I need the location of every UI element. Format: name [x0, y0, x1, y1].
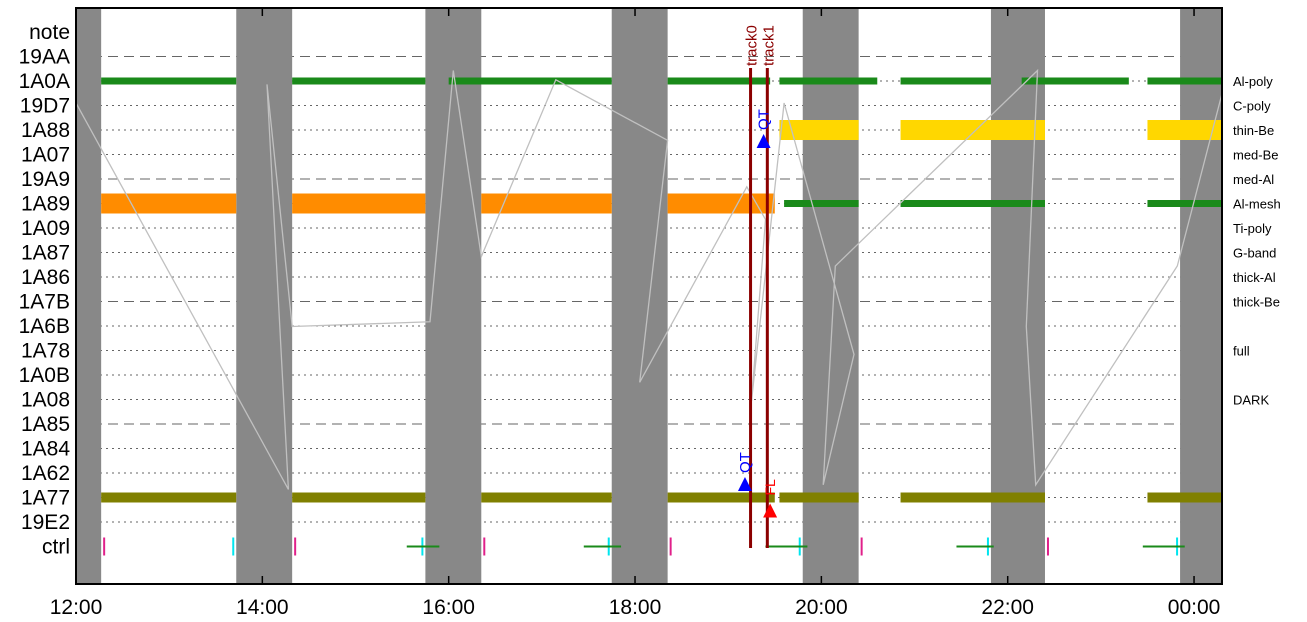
filter-label-ti-poly: Ti-poly: [1233, 221, 1272, 236]
qt-label: QT: [737, 452, 754, 473]
row-label-1a7b: 1A7B: [19, 291, 70, 314]
segment-yellow: [779, 120, 859, 140]
filter-label-thick-al: thick-Al: [1233, 270, 1276, 285]
row-label-note: note: [29, 21, 70, 44]
row-label-1a08: 1A08: [21, 389, 70, 412]
row-label-1a85: 1A85: [21, 413, 70, 436]
ramp-polyline: [75, 68, 1223, 490]
gap-bands: [76, 8, 1222, 584]
row-label-1a6b: 1A6B: [19, 315, 70, 338]
x-tick-label: 14:00: [236, 596, 289, 619]
filter-label-med-be: med-Be: [1233, 148, 1279, 163]
filter-label-med-al: med-Al: [1233, 172, 1274, 187]
segment-olive: [481, 492, 612, 503]
x-tick-label: 18:00: [609, 596, 662, 619]
x-tick-label: 12:00: [50, 596, 103, 619]
x-axis: 12:00 14:00 16:00 18:00 20:00 22:00 00:00: [50, 8, 1221, 619]
segment-orange: [292, 193, 426, 214]
track-label-track0: track0: [744, 25, 761, 66]
track-label-track1: track1: [760, 25, 777, 66]
row-label-1a88: 1A88: [21, 119, 70, 142]
ctrl-marks: [103, 537, 1185, 556]
row-label-1a07: 1A07: [21, 144, 70, 167]
segment-green: [900, 200, 1045, 207]
segment-orange: [667, 193, 775, 214]
annotations: QT QT FL: [737, 109, 778, 518]
segment-green: [1147, 77, 1222, 85]
x-tick-label: 16:00: [422, 596, 475, 619]
row-label-19d7: 19D7: [20, 95, 70, 118]
segment-green: [667, 77, 771, 85]
row-labels-left: note19AA1A0A19D71A881A0719A91A891A091A87…: [19, 21, 71, 559]
row-label-1a09: 1A09: [21, 217, 70, 240]
row-label-1a86: 1A86: [21, 266, 70, 289]
x-tick-label: 22:00: [981, 596, 1034, 619]
x-tick-label: 00:00: [1168, 596, 1221, 619]
gap-band: [1180, 8, 1222, 584]
row-label-1a87: 1A87: [21, 242, 70, 265]
row-label-1a78: 1A78: [21, 340, 70, 363]
flare-label: FL: [762, 479, 778, 496]
gap-band: [76, 8, 102, 584]
row-label-1a77: 1A77: [21, 487, 70, 510]
segment-olive: [292, 492, 426, 503]
segment-olive: [101, 492, 237, 503]
filter-label-thick-be: thick-Be: [1233, 295, 1280, 310]
plot-frame: [75, 7, 1223, 585]
segment-yellow: [1147, 120, 1222, 140]
row-label-ctrl: ctrl: [42, 536, 70, 559]
filter-label-g-band: G-band: [1233, 246, 1276, 261]
segment-green: [101, 77, 237, 85]
segment-orange: [481, 193, 612, 214]
row-label-1a89: 1A89: [21, 193, 70, 216]
segment-green: [779, 77, 878, 85]
filter-label-thin-be: thin-Be: [1233, 123, 1274, 138]
filter-label-al-mesh: Al-mesh: [1233, 197, 1281, 212]
ramp-line: [75, 68, 1223, 490]
segment-green: [1147, 200, 1222, 207]
qt-triangle: [756, 134, 771, 148]
filter-label-full: full: [1233, 344, 1250, 359]
row-label-1a0a: 1A0A: [19, 70, 70, 93]
segment-green: [900, 77, 991, 85]
row-label-1a62: 1A62: [21, 462, 70, 485]
qt-triangle: [737, 477, 752, 491]
qt-label: QT: [756, 109, 773, 130]
x-tick-label: 20:00: [795, 596, 848, 619]
row-label-19aa: 19AA: [19, 46, 70, 69]
filter-label-dark: DARK: [1233, 393, 1269, 408]
segment-olive: [667, 492, 775, 503]
filter-segments: [101, 77, 1222, 503]
filter-label-c-poly: C-poly: [1233, 99, 1271, 114]
segment-olive: [779, 492, 859, 503]
segment-orange: [101, 193, 237, 214]
segment-green: [448, 77, 612, 85]
gap-band: [425, 8, 482, 584]
row-label-1a0b: 1A0B: [19, 364, 70, 387]
filter-label-al-poly: Al-poly: [1233, 74, 1273, 89]
segment-olive: [900, 492, 1045, 503]
row-label-19e2: 19E2: [21, 511, 70, 534]
segment-green: [1021, 77, 1129, 85]
row-label-1a84: 1A84: [21, 438, 70, 461]
segment-olive: [1147, 492, 1222, 503]
segment-green: [784, 200, 859, 207]
segment-yellow: [900, 120, 1045, 140]
flare-triangle: [763, 503, 778, 518]
segment-green: [292, 77, 426, 85]
gap-band: [802, 8, 859, 584]
row-labels-right: Al-poly C-poly thin-Be med-Be med-Al Al-mesh T…: [1233, 74, 1281, 408]
gap-band: [611, 8, 668, 584]
row-label-19a9: 19A9: [21, 168, 70, 191]
gap-band: [236, 8, 293, 584]
